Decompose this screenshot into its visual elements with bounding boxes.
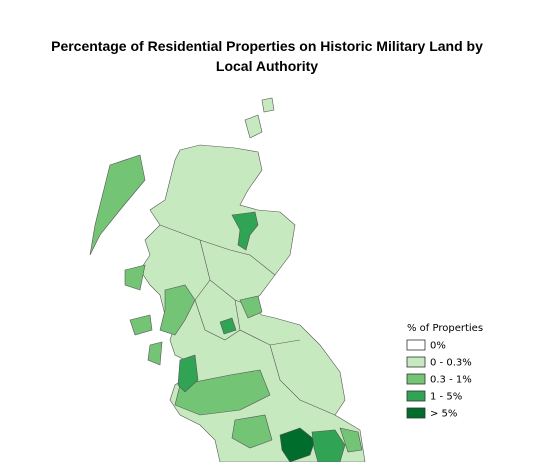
legend-title: % of Properties xyxy=(407,323,483,334)
region xyxy=(231,414,273,449)
region xyxy=(89,154,146,256)
region xyxy=(129,314,153,336)
legend-swatch xyxy=(406,339,426,351)
boundary xyxy=(269,344,336,416)
legend-swatch xyxy=(406,356,426,368)
boundary xyxy=(159,224,276,276)
region xyxy=(231,211,259,251)
region xyxy=(339,427,363,453)
region xyxy=(177,354,199,393)
region xyxy=(219,317,237,335)
region xyxy=(244,114,263,139)
legend-label: > 5% xyxy=(430,409,457,420)
legend-swatch xyxy=(406,407,426,419)
legend-label: 0.3 - 1% xyxy=(430,375,472,386)
map-regions xyxy=(89,97,366,462)
region xyxy=(279,427,316,462)
legend-label: 1 - 5% xyxy=(430,392,462,403)
legend-swatch xyxy=(406,373,426,385)
legend: % of Properties 0% 0 - 0.3% 0.3 - 1% 1 - 5%… xyxy=(406,323,483,420)
region xyxy=(174,369,271,416)
region xyxy=(239,295,263,319)
boundary xyxy=(234,299,301,346)
region xyxy=(261,97,275,113)
map-title: Percentage of Residential Properties on … xyxy=(51,38,483,74)
region xyxy=(147,341,163,366)
region xyxy=(311,429,346,462)
boundary xyxy=(194,279,241,341)
legend-label: 0 - 0.3% xyxy=(430,358,472,369)
region xyxy=(159,284,196,336)
legend-swatch xyxy=(406,390,426,402)
region xyxy=(124,264,146,291)
legend-label: 0% xyxy=(430,341,446,352)
